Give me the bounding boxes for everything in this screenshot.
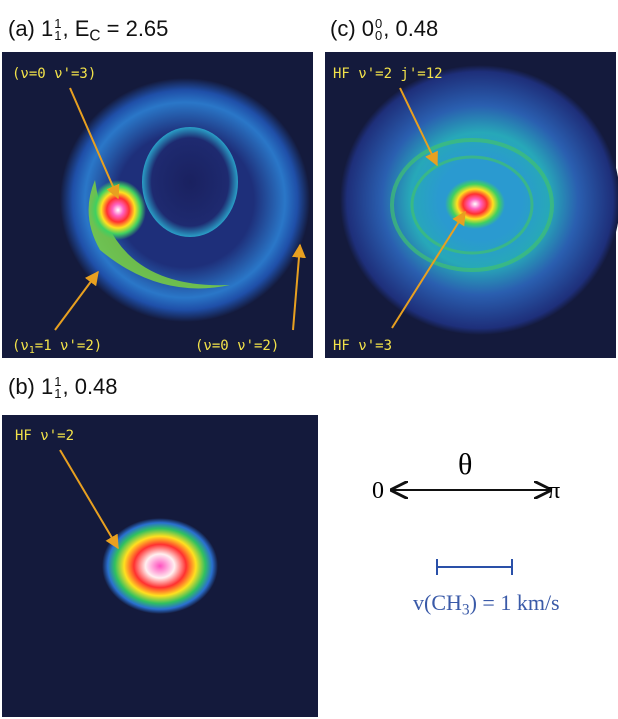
arrows — [54, 87, 466, 550]
text-part: θ — [458, 448, 473, 481]
text-part: 0 — [375, 16, 383, 32]
annotation: (ν1=1 ν'=2) — [12, 338, 102, 356]
text-part: HF ν'=2 — [15, 428, 75, 444]
text-part: (b) 1 — [8, 374, 54, 399]
text-part: (ν=0 ν'=2) — [195, 338, 280, 354]
ring — [390, 138, 554, 272]
text-part: = 2.65 — [100, 16, 169, 41]
text-part: (ν=0 ν'=3) — [12, 66, 97, 82]
text-part: 1 — [54, 374, 62, 390]
annotation: (ν=0 ν'=2) — [195, 338, 279, 354]
text-part: v(CH — [413, 590, 462, 615]
diagram-text: π — [548, 478, 560, 505]
text-part: HF ν'=3 — [333, 338, 393, 354]
hot-spot — [102, 518, 218, 614]
text-part: 1 — [54, 28, 62, 44]
text-part: C — [89, 27, 101, 45]
annotation: (ν=0 ν'=3) — [12, 66, 96, 82]
text-part: (a) 1 — [8, 16, 54, 41]
scale-bar — [436, 559, 513, 575]
hot-spot — [445, 179, 505, 229]
text-part: 0 — [372, 478, 384, 504]
text-part: 1 — [54, 386, 62, 402]
hot-spot — [90, 180, 146, 240]
text-part: 0 — [375, 28, 383, 44]
text-part: ) = 1 km/s — [469, 590, 560, 615]
annotation: HF ν'=3 — [333, 338, 392, 354]
text-part: (c) 0 — [330, 16, 374, 41]
text-part: π — [548, 478, 561, 504]
text-part: , 0.48 — [62, 374, 118, 399]
diagram-text: 0 — [372, 478, 384, 505]
annotation: HF ν'=2 — [15, 428, 74, 444]
crescent — [88, 180, 230, 289]
text-part: 1 — [28, 344, 35, 356]
text-part: (ν — [12, 338, 29, 354]
diagram-text: θ — [458, 448, 472, 482]
ring-center — [142, 127, 238, 237]
text-part: 1 — [54, 16, 62, 32]
text-part: HF ν'=2 j'=12 — [333, 66, 443, 82]
text-part: , 0.48 — [383, 16, 439, 41]
annotation: HF ν'=2 j'=12 — [333, 66, 443, 82]
text-part: =1 ν'=2) — [34, 338, 103, 354]
text-part: , E — [62, 16, 90, 41]
text-part: 3 — [461, 601, 470, 619]
scale-label: v(CH3) = 1 km/s — [413, 590, 560, 620]
ring — [410, 155, 534, 255]
